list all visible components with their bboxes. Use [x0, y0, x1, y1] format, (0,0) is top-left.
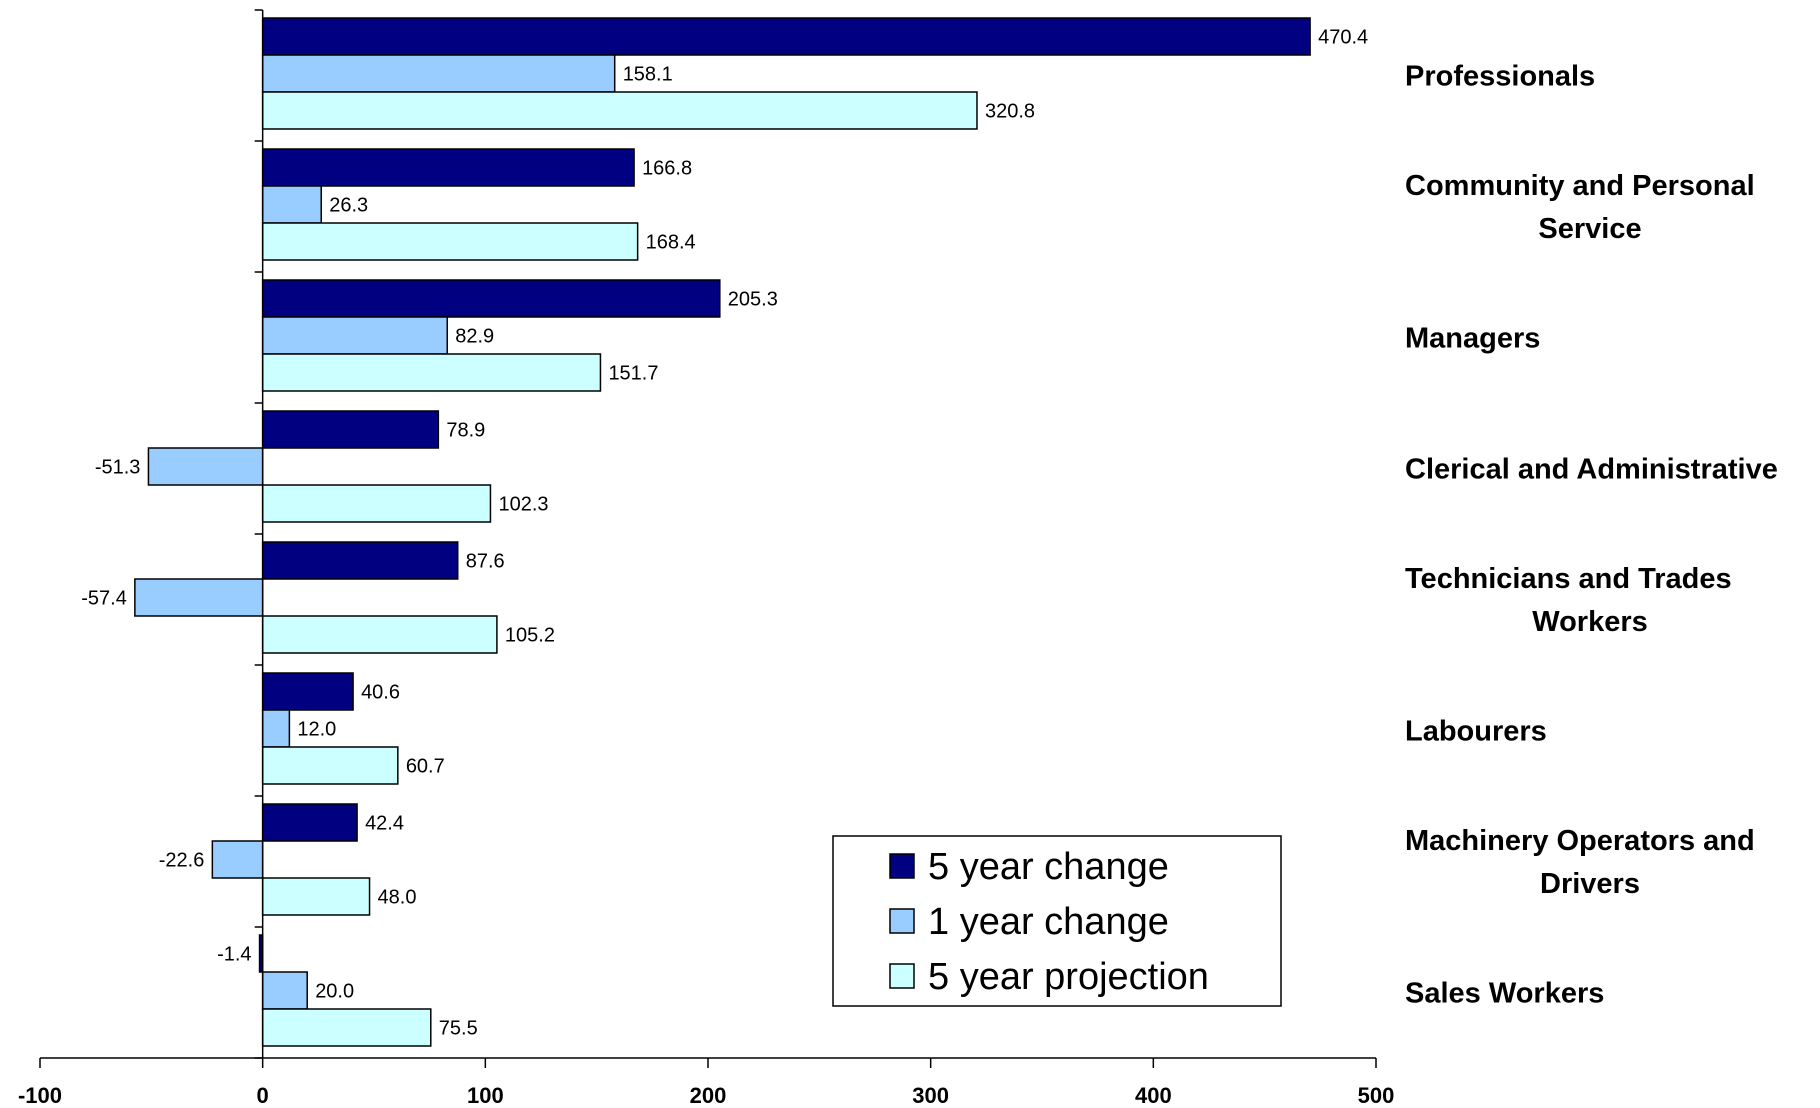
data-label: 82.9 [455, 326, 494, 348]
category-label-line: Machinery Operators and [1405, 825, 1755, 857]
category-label: Sales Workers [1405, 978, 1604, 1010]
bar-2-8 [261, 971, 308, 1010]
bar-2-2 [261, 185, 322, 224]
category-label: Managers [1405, 323, 1540, 355]
bar-3-1 [261, 91, 978, 130]
category-label: Labourers [1405, 716, 1547, 748]
bar-3-5 [261, 615, 498, 654]
bar-2-7 [211, 840, 264, 879]
legend-label: 5 year change [928, 846, 1169, 888]
bar-2-4 [147, 447, 264, 486]
data-label: -22.6 [159, 850, 205, 872]
bar-1-1 [261, 17, 1311, 56]
bar-1-7 [261, 803, 358, 842]
category-label-line: Community and Personal [1405, 170, 1755, 202]
bar-3-6 [261, 746, 399, 785]
bar-2-1 [261, 54, 616, 93]
bar-1-2 [261, 148, 635, 187]
data-label: -51.3 [95, 457, 141, 479]
category-label: Technicians and Trades Workers [1405, 563, 1732, 638]
category-label-line: Service [1538, 213, 1641, 245]
x-tick-label: 400 [1135, 1083, 1172, 1108]
data-label: 75.5 [439, 1018, 478, 1040]
category-label: Professionals [1405, 61, 1595, 93]
data-label: -1.4 [217, 944, 251, 966]
x-tick-label: 100 [467, 1083, 504, 1108]
data-label: 60.7 [406, 756, 445, 778]
data-label: 105.2 [505, 625, 555, 647]
data-label: 40.6 [361, 682, 400, 704]
x-tick-label: 0 [257, 1083, 269, 1108]
category-label-line: Sales Workers [1405, 978, 1604, 1010]
x-tick-label: 500 [1358, 1083, 1395, 1108]
category-label-line: Technicians and Trades [1405, 563, 1732, 595]
data-label: 158.1 [623, 64, 673, 86]
data-label: 205.3 [728, 289, 778, 311]
bar-3-3 [261, 353, 602, 392]
x-tick-label: 300 [912, 1083, 949, 1108]
x-tick-label: 200 [690, 1083, 727, 1108]
data-label: 102.3 [498, 494, 548, 516]
bar-1-3 [261, 279, 721, 318]
category-label-line: Workers [1532, 606, 1648, 638]
category-label: Clerical and Administrative [1405, 454, 1778, 486]
legend: 5 year change 1 year change 5 year project… [832, 835, 1282, 1007]
legend-label: 5 year projection [928, 956, 1209, 998]
data-label: 320.8 [985, 101, 1035, 123]
bar-3-8 [261, 1008, 432, 1047]
bar-3-2 [261, 222, 639, 261]
category-label-line: Labourers [1405, 716, 1547, 748]
category-label-line: Professionals [1405, 61, 1595, 93]
data-label: 42.4 [365, 813, 404, 835]
category-label-line: Managers [1405, 323, 1540, 355]
data-label: 20.0 [315, 981, 354, 1003]
bar-3-7 [261, 877, 371, 916]
category-label-line: Clerical and Administrative [1405, 454, 1778, 486]
data-label: 168.4 [646, 232, 696, 254]
legend-swatch [889, 963, 915, 989]
legend-label: 1 year change [928, 901, 1169, 943]
axis-layer: -100 0 100 200 300 400 500 [18, 9, 1395, 1108]
legend-swatch [889, 853, 915, 879]
bar-2-3 [261, 316, 449, 355]
legend-swatch [889, 908, 915, 934]
category-labels: Professionals Community and Personal Servi… [1405, 61, 1778, 1010]
category-label: Machinery Operators and Drivers [1405, 825, 1755, 900]
data-label: 78.9 [446, 420, 485, 442]
bars-layer: 470.4 158.1 320.8 166.8 26.3 168.4 205.3 82.9 15… [81, 17, 1368, 1047]
data-label: 87.6 [466, 551, 505, 573]
data-label: -57.4 [81, 588, 127, 610]
data-label: 151.7 [608, 363, 658, 385]
bar-1-5 [261, 541, 459, 580]
data-label: 470.4 [1318, 27, 1368, 49]
category-label-line: Drivers [1540, 868, 1640, 900]
bar-3-4 [261, 484, 492, 523]
data-label: 26.3 [329, 195, 368, 217]
bar-1-4 [261, 410, 440, 449]
bar-2-5 [134, 578, 264, 617]
data-label: 12.0 [297, 719, 336, 741]
data-label: 48.0 [378, 887, 417, 909]
x-tick-label: -100 [18, 1083, 62, 1108]
category-label: Community and Personal Service [1405, 170, 1755, 245]
bar-2-6 [261, 709, 291, 748]
data-label: 166.8 [642, 158, 692, 180]
bar-1-6 [261, 672, 354, 711]
